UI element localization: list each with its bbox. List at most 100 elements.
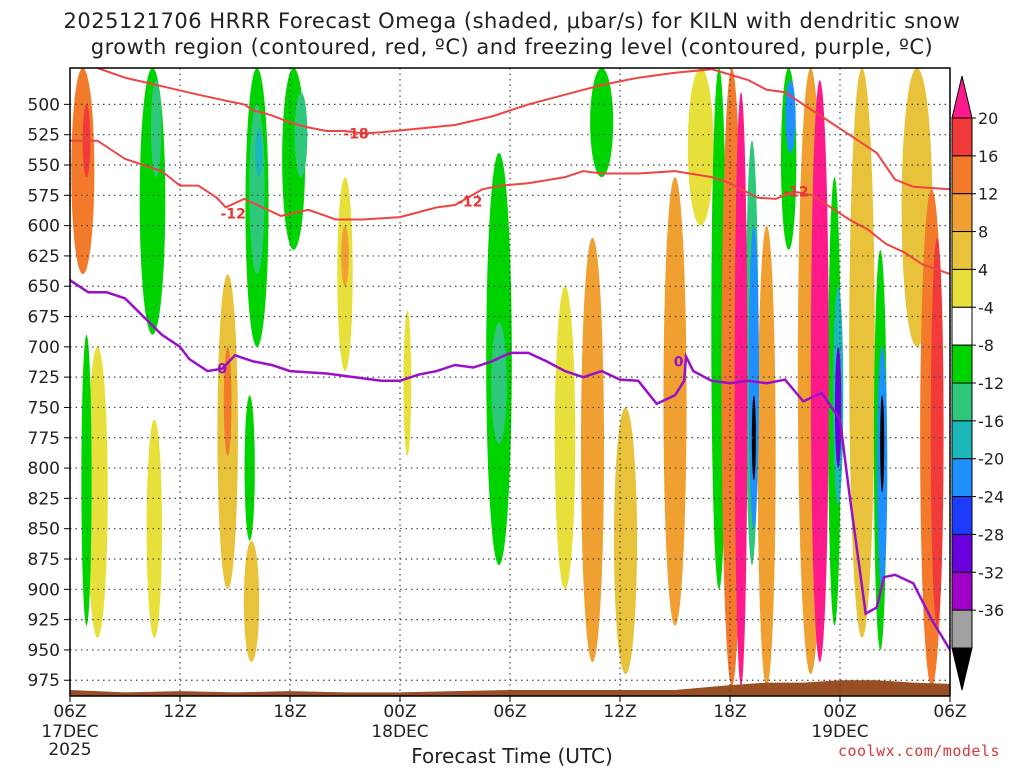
terrain-surface: [70, 680, 950, 696]
x-tick-label: 12Z: [603, 702, 636, 722]
colorbar-label: -28: [978, 525, 1004, 544]
x-tick-label: 18Z: [273, 702, 306, 722]
credit-text: coolwx.com/models: [837, 742, 1000, 760]
y-tick-label: 525: [28, 126, 60, 146]
colorbar-box: [951, 533, 973, 573]
omega-cell: [590, 68, 614, 178]
y-tick-label: 775: [28, 429, 60, 449]
omega-cell: [748, 225, 759, 529]
y-tick-label: 550: [28, 156, 60, 176]
y-tick-label: 975: [28, 671, 60, 691]
y-tick-label: 800: [28, 459, 60, 479]
colorbar-box: [951, 306, 973, 346]
y-tick-label: 700: [28, 338, 60, 358]
dgz-contour-line: [70, 139, 950, 276]
colorbar: 20 16 12 8 4 -4 -8 -12 -16 -20 -24 -28 -32 -36: [951, 75, 1004, 691]
omega-cell: [151, 80, 162, 178]
x-tick-label: 12Z: [163, 702, 196, 722]
y-tick-label: 650: [28, 277, 60, 297]
omega-cell: [810, 80, 829, 663]
colorbar-label: -24: [978, 488, 1004, 507]
colorbar-label: 8: [978, 223, 988, 242]
colorbar-label: 4: [978, 260, 988, 279]
colorbar-box: [951, 268, 973, 308]
terrain-layer: [70, 680, 950, 696]
freezing-level-label: 0: [674, 354, 684, 370]
colorbar-label: -4: [978, 298, 994, 317]
y-tick-label: 625: [28, 247, 60, 267]
colorbar-label: -20: [978, 450, 1004, 469]
colorbar-label: -8: [978, 336, 994, 355]
colorbar-label: 16: [978, 147, 998, 166]
omega-cell: [243, 540, 260, 663]
x-tick-label: 06Z: [53, 702, 86, 722]
omega-cell: [849, 68, 875, 638]
y-tick-label: 575: [28, 186, 60, 206]
colorbar-max-arrow: [951, 75, 973, 119]
colorbar-label: -36: [978, 601, 1004, 620]
x-axis-title: Forecast Time (UTC): [411, 744, 613, 768]
omega-cell: [254, 128, 263, 178]
y-tick-label: 875: [28, 550, 60, 570]
x-tick-label: 06Z: [493, 702, 526, 722]
colorbar-box: [951, 571, 973, 611]
colorbar-box: [951, 458, 973, 498]
omega-cell: [491, 322, 507, 444]
y-tick-label: 950: [28, 641, 60, 661]
colorbar-label: -16: [978, 412, 1004, 431]
colorbar-label: 12: [978, 185, 998, 204]
y-tick-label: 500: [28, 95, 60, 115]
omega-cell: [580, 237, 605, 663]
omega-cell: [757, 225, 776, 687]
omega-cell: [146, 419, 163, 638]
x-date-label: 19DEC: [811, 722, 868, 742]
omega-cell: [663, 177, 687, 626]
freezing-level-label: 0: [217, 362, 227, 378]
omega-cell: [734, 92, 748, 687]
omega-cell: [785, 80, 796, 153]
dgz-contour-label: -18: [343, 126, 368, 142]
dgz-contour-label: -12: [221, 206, 246, 222]
omega-cell: [613, 407, 638, 675]
y-tick-label: 850: [28, 520, 60, 540]
x-date-label: 18DEC: [371, 722, 428, 742]
grid-lines: [69, 68, 951, 696]
colorbar-box: [951, 382, 973, 422]
chart-title-line-2: growth region (contoured, red, ºC) and f…: [90, 35, 934, 59]
y-tick-label: 600: [28, 217, 60, 237]
x-tick-label: 00Z: [823, 702, 856, 722]
dgz-contour-label: -12: [783, 185, 808, 201]
omega-cell: [244, 395, 255, 541]
omega-cell: [87, 346, 108, 638]
contours: -18 -12 -12 -12 0 0: [70, 68, 950, 651]
colorbar-box: [951, 231, 973, 270]
colorbar-label: 20: [978, 109, 998, 128]
omega-cell: [249, 104, 265, 275]
colorbar-box: [951, 609, 973, 649]
y-tick-label: 925: [28, 611, 60, 631]
omega-cell: [751, 395, 756, 481]
colorbar-min-arrow: [951, 647, 973, 691]
freezing-level-line: [70, 279, 950, 651]
colorbar-label: -32: [978, 563, 1004, 582]
colorbar-box: [951, 193, 973, 233]
omega-cell: [930, 237, 944, 626]
y-axis: 500 525 550 575 600 625 650 675 700 725 750 775 800 8…: [28, 95, 70, 691]
x-tick-label: 06Z: [933, 702, 966, 722]
omega-cell: [880, 395, 885, 493]
y-tick-label: 675: [28, 308, 60, 328]
y-tick-label: 900: [28, 580, 60, 600]
x-year-label: 2025: [48, 740, 91, 760]
omega-cell: [71, 68, 95, 275]
dgz-contour-label: -12: [457, 194, 482, 210]
omega-shading: [71, 68, 944, 687]
y-tick-label: 825: [28, 489, 60, 509]
y-tick-label: 750: [28, 398, 60, 418]
omega-cell: [81, 334, 92, 626]
omega-cell: [223, 346, 232, 456]
x-date-label: 17DEC: [41, 722, 98, 742]
omega-cell: [403, 310, 412, 456]
x-tick-label: 18Z: [713, 702, 746, 722]
